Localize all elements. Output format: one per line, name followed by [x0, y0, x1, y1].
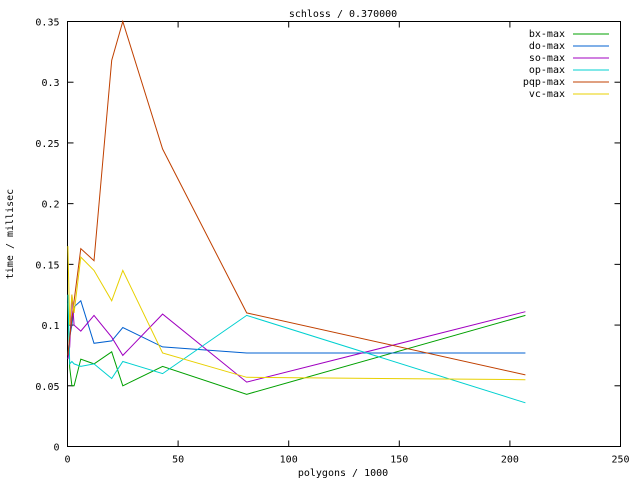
x-tick-label: 0	[64, 455, 70, 466]
x-axis-label: polygons / 1000	[298, 468, 388, 479]
x-tick-label: 200	[501, 455, 519, 466]
y-tick-label: 0.35	[35, 18, 59, 29]
legend-label-vc-max: vc-max	[529, 89, 565, 100]
y-tick-label: 0.3	[41, 78, 59, 89]
chart-title: schloss / 0.370000	[289, 9, 397, 20]
x-tick-label: 150	[390, 455, 408, 466]
x-tick-label: 100	[280, 455, 298, 466]
y-tick-label: 0.05	[35, 382, 59, 393]
series-line-do-max	[67, 299, 526, 356]
y-tick-label: 0.2	[41, 200, 59, 211]
y-tick-label: 0	[53, 443, 59, 454]
legend-label-bx-max: bx-max	[529, 29, 565, 40]
series-line-bx-max	[67, 303, 526, 395]
x-axis-ticks: 0 50 100 150 200 250	[64, 21, 630, 466]
legend-label-op-max: op-max	[529, 65, 565, 76]
plot-frame	[67, 21, 621, 447]
legend-label-do-max: do-max	[529, 41, 565, 52]
y-axis-ticks: 0 0.05 0.1 0.15 0.2 0.25 0.3 0.35	[35, 18, 621, 454]
legend-label-pqp-max: pqp-max	[523, 77, 565, 88]
series-line-op-max	[67, 294, 526, 404]
series-lines	[67, 19, 526, 404]
series-line-so-max	[67, 294, 526, 383]
y-axis-label: time / millisec	[5, 189, 16, 279]
legend-label-so-max: so-max	[529, 53, 565, 64]
x-tick-label: 50	[172, 455, 184, 466]
y-tick-label: 0.1	[41, 321, 59, 332]
y-tick-label: 0.25	[35, 139, 59, 150]
series-line-pqp-max	[67, 19, 526, 376]
y-tick-label: 0.15	[35, 260, 59, 271]
series-line-vc-max	[67, 246, 526, 381]
x-tick-label: 250	[611, 455, 629, 466]
